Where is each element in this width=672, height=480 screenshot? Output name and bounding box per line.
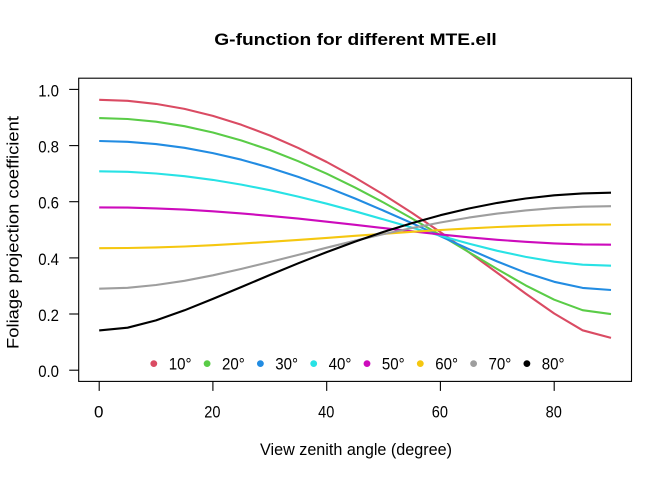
svg-text:Foliage projection coefficient: Foliage projection coefficient bbox=[4, 116, 23, 349]
svg-text:20: 20 bbox=[204, 403, 220, 422]
svg-text:80: 80 bbox=[546, 403, 562, 422]
svg-text:60: 60 bbox=[432, 403, 448, 422]
svg-text:40: 40 bbox=[318, 403, 334, 422]
svg-text:0.2: 0.2 bbox=[38, 306, 59, 325]
svg-text:0.6: 0.6 bbox=[38, 194, 59, 213]
svg-text:20°: 20° bbox=[222, 355, 245, 374]
svg-text:View zenith angle (degree): View zenith angle (degree) bbox=[260, 440, 452, 459]
svg-text:0: 0 bbox=[94, 403, 103, 422]
svg-text:0.0: 0.0 bbox=[38, 362, 59, 381]
svg-text:1.0: 1.0 bbox=[38, 81, 59, 100]
svg-text:G-function for different MTE.e: G-function for different MTE.ell bbox=[214, 30, 497, 49]
svg-text:0.8: 0.8 bbox=[38, 138, 59, 157]
svg-text:60°: 60° bbox=[435, 355, 458, 374]
svg-text:50°: 50° bbox=[382, 355, 405, 374]
svg-text:10°: 10° bbox=[169, 355, 192, 374]
svg-text:0.4: 0.4 bbox=[38, 250, 59, 269]
svg-text:30°: 30° bbox=[275, 355, 298, 374]
svg-text:80°: 80° bbox=[542, 355, 565, 374]
svg-text:70°: 70° bbox=[489, 355, 512, 374]
svg-text:40°: 40° bbox=[329, 355, 352, 374]
